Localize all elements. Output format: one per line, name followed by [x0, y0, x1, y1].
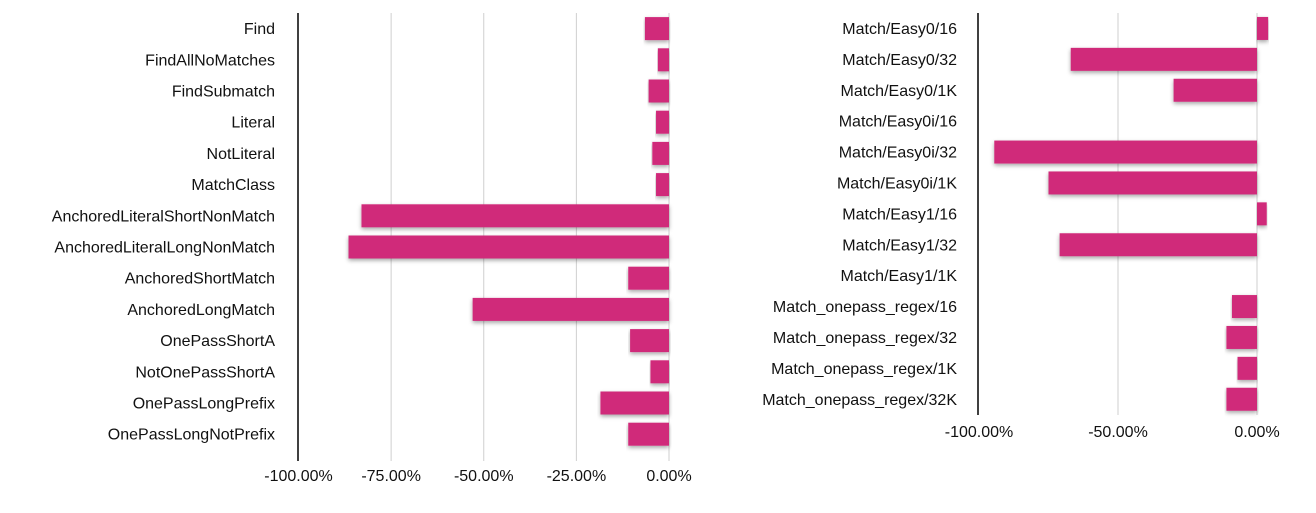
bar	[1257, 202, 1267, 226]
bar	[652, 141, 669, 165]
bar	[1237, 356, 1257, 380]
category-label: AnchoredLiteralLongNonMatch	[54, 240, 275, 257]
tick-label: -75.00%	[361, 468, 421, 485]
category-label: NotLiteral	[207, 146, 275, 163]
tick-label: -50.00%	[454, 468, 514, 485]
bar	[361, 204, 669, 228]
category-label: Match/Easy0i/1K	[837, 175, 957, 192]
bar	[628, 422, 669, 446]
chart-1: Find FindAllNoMatches FindSubmatch Literal N…	[52, 13, 692, 485]
bar	[994, 140, 1257, 164]
bar	[650, 360, 669, 384]
category-label: Find	[244, 21, 275, 38]
category-label: Match_onepass_regex/1K	[771, 361, 957, 378]
tick-label: -100.00%	[945, 424, 1014, 441]
category-label: Match/Easy1/32	[842, 237, 957, 254]
category-label: MatchClass	[191, 177, 275, 194]
bar	[630, 329, 669, 353]
category-label: OnePassLongPrefix	[133, 396, 275, 413]
tick-label: 0.00%	[1234, 424, 1279, 441]
category-label: Match/Easy0i/32	[839, 145, 957, 162]
bar	[644, 17, 669, 41]
bar	[1173, 78, 1257, 102]
category-label: Match/Easy0/32	[842, 52, 957, 69]
bar	[348, 235, 669, 259]
bar	[1070, 47, 1257, 71]
bar	[1257, 16, 1269, 40]
category-label: Match/Easy0/1K	[841, 83, 958, 100]
bar	[628, 266, 669, 290]
category-label: Match/Easy1/16	[842, 206, 957, 223]
category-label: OnePassShortA	[160, 333, 275, 350]
bar	[600, 391, 669, 415]
tick-label: 0.00%	[646, 468, 691, 485]
bar	[1048, 171, 1257, 195]
category-label: Match/Easy0i/16	[839, 114, 957, 131]
bar	[656, 110, 669, 134]
category-label: FindAllNoMatches	[145, 52, 275, 69]
bar	[648, 79, 669, 103]
bar	[657, 48, 669, 72]
category-label: Match/Easy0/16	[842, 21, 957, 38]
category-label: AnchoredLiteralShortNonMatch	[52, 208, 275, 225]
bar	[656, 173, 669, 197]
bar	[1226, 325, 1257, 349]
tick-label: -100.00%	[264, 468, 333, 485]
category-label: Match_onepass_regex/32K	[762, 392, 957, 409]
category-label: FindSubmatch	[172, 84, 275, 101]
category-label: OnePassLongNotPrefix	[108, 427, 275, 444]
category-label: NotOnePassShortA	[135, 364, 275, 381]
tick-label: -25.00%	[547, 468, 607, 485]
chart-2: Match/Easy0/16 Match/Easy0/32 Match/Easy0/…	[762, 13, 1280, 441]
category-label: Match_onepass_regex/16	[773, 299, 957, 316]
category-label: AnchoredShortMatch	[125, 271, 275, 288]
category-label: Match/Easy1/1K	[841, 268, 958, 285]
category-label: Match_onepass_regex/32	[773, 330, 957, 347]
bar	[1059, 233, 1257, 257]
bar	[1226, 387, 1257, 411]
bar	[472, 297, 669, 321]
tick-label: -50.00%	[1088, 424, 1148, 441]
category-label: AnchoredLongMatch	[127, 302, 275, 319]
bar	[1231, 295, 1257, 319]
category-label: Literal	[231, 115, 275, 132]
